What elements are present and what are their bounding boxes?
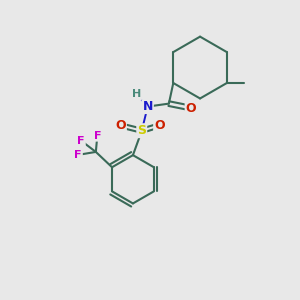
Text: O: O: [186, 101, 196, 115]
Text: F: F: [77, 136, 85, 146]
Text: S: S: [137, 124, 146, 137]
Text: H: H: [132, 89, 141, 99]
Text: N: N: [142, 100, 153, 113]
Text: F: F: [74, 150, 82, 160]
Text: O: O: [115, 119, 126, 132]
Text: F: F: [94, 131, 101, 141]
Text: O: O: [154, 119, 165, 132]
